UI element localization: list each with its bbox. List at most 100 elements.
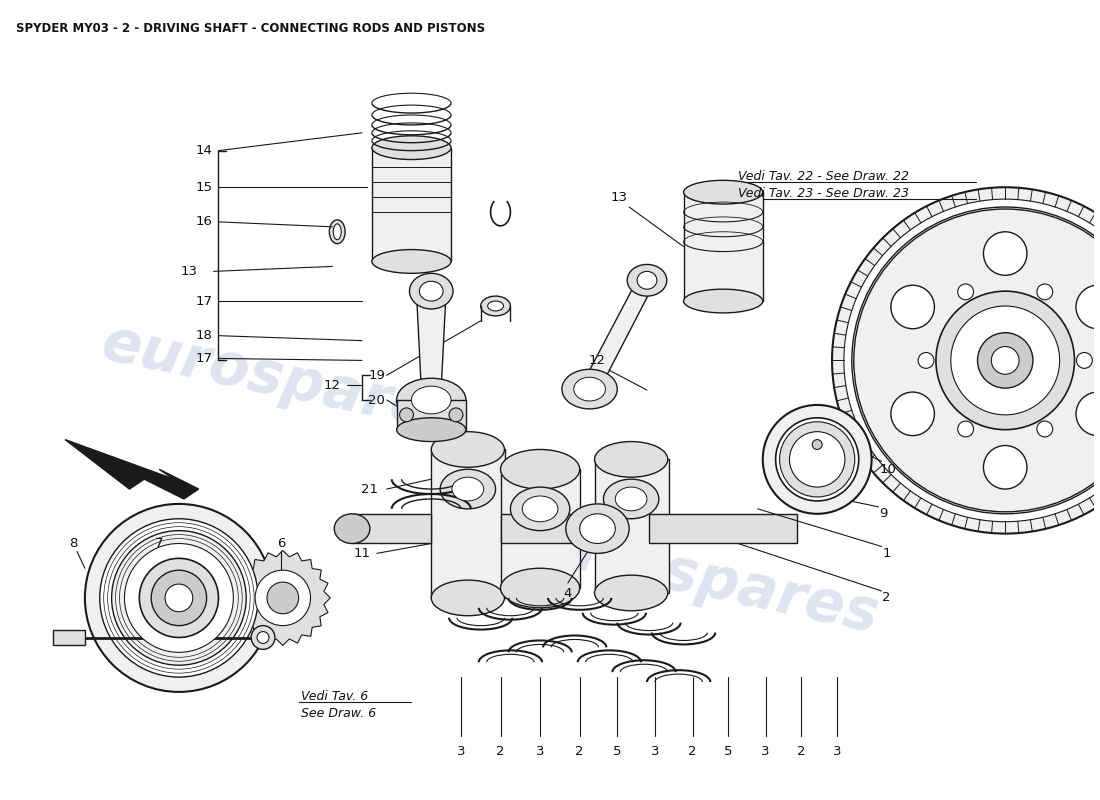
- Ellipse shape: [452, 477, 484, 501]
- Text: 3: 3: [536, 745, 544, 758]
- Text: 3: 3: [456, 745, 465, 758]
- Polygon shape: [431, 450, 506, 598]
- Text: 14: 14: [195, 144, 212, 157]
- Polygon shape: [397, 400, 466, 430]
- Circle shape: [918, 353, 934, 368]
- Text: eurospares: eurospares: [97, 314, 470, 446]
- Circle shape: [983, 232, 1027, 275]
- Circle shape: [124, 543, 233, 652]
- Text: 7: 7: [155, 537, 164, 550]
- Text: 2: 2: [689, 745, 696, 758]
- Ellipse shape: [562, 370, 617, 409]
- Ellipse shape: [594, 442, 668, 477]
- Circle shape: [983, 446, 1027, 489]
- Ellipse shape: [334, 514, 370, 543]
- Circle shape: [812, 439, 822, 450]
- Polygon shape: [372, 148, 451, 262]
- Ellipse shape: [683, 289, 762, 313]
- Ellipse shape: [397, 378, 466, 422]
- Text: 21: 21: [362, 482, 378, 495]
- Circle shape: [790, 432, 845, 487]
- Ellipse shape: [627, 265, 667, 296]
- Polygon shape: [65, 439, 199, 499]
- Circle shape: [958, 421, 974, 437]
- Circle shape: [991, 346, 1019, 374]
- Polygon shape: [417, 291, 447, 390]
- Text: 19: 19: [368, 369, 385, 382]
- Text: 13: 13: [610, 190, 628, 204]
- Polygon shape: [683, 192, 762, 301]
- Text: 17: 17: [195, 294, 212, 307]
- Text: 8: 8: [69, 537, 77, 550]
- Circle shape: [844, 199, 1100, 522]
- Circle shape: [851, 207, 1100, 514]
- Ellipse shape: [481, 296, 510, 316]
- Ellipse shape: [440, 470, 496, 509]
- Ellipse shape: [615, 487, 647, 511]
- Ellipse shape: [329, 220, 345, 244]
- Text: 9: 9: [879, 507, 888, 520]
- Ellipse shape: [565, 504, 629, 554]
- Ellipse shape: [411, 386, 451, 414]
- Circle shape: [780, 422, 855, 497]
- Ellipse shape: [372, 136, 451, 159]
- Circle shape: [1037, 421, 1053, 437]
- Polygon shape: [649, 514, 798, 543]
- Ellipse shape: [419, 282, 443, 301]
- Text: 3: 3: [650, 745, 659, 758]
- Ellipse shape: [510, 487, 570, 530]
- Circle shape: [958, 284, 974, 300]
- Ellipse shape: [637, 271, 657, 289]
- Ellipse shape: [500, 450, 580, 489]
- Circle shape: [776, 418, 859, 501]
- Polygon shape: [500, 514, 600, 543]
- Text: 17: 17: [195, 352, 212, 365]
- Text: Vedi Tav. 6: Vedi Tav. 6: [300, 690, 367, 703]
- Text: 2: 2: [575, 745, 584, 758]
- Text: 20: 20: [368, 394, 385, 406]
- Text: 6: 6: [276, 537, 285, 550]
- Circle shape: [100, 518, 258, 677]
- Text: Vedi Tav. 23 - See Draw. 23: Vedi Tav. 23 - See Draw. 23: [738, 187, 909, 200]
- Ellipse shape: [683, 180, 762, 204]
- Ellipse shape: [397, 418, 466, 442]
- Ellipse shape: [604, 479, 659, 518]
- Circle shape: [111, 530, 246, 666]
- Text: 12: 12: [323, 378, 341, 392]
- Polygon shape: [53, 630, 85, 646]
- Ellipse shape: [574, 378, 605, 401]
- Text: 3: 3: [833, 745, 842, 758]
- Ellipse shape: [580, 514, 615, 543]
- Circle shape: [854, 209, 1100, 512]
- Text: 3: 3: [761, 745, 770, 758]
- Circle shape: [950, 306, 1059, 415]
- Circle shape: [978, 333, 1033, 388]
- Text: 5: 5: [724, 745, 733, 758]
- Polygon shape: [500, 470, 580, 588]
- Text: See Draw. 6: See Draw. 6: [300, 706, 376, 720]
- Polygon shape: [594, 459, 669, 593]
- Text: 15: 15: [195, 181, 212, 194]
- Text: 2: 2: [496, 745, 505, 758]
- Text: 5: 5: [613, 745, 621, 758]
- Circle shape: [832, 187, 1100, 534]
- Text: 2: 2: [882, 591, 891, 605]
- Text: 12: 12: [588, 354, 606, 367]
- Circle shape: [165, 584, 192, 612]
- Ellipse shape: [522, 496, 558, 522]
- Circle shape: [936, 291, 1075, 430]
- Text: 2: 2: [798, 745, 805, 758]
- Circle shape: [1037, 284, 1053, 300]
- Circle shape: [251, 626, 275, 650]
- Text: eurospares: eurospares: [512, 512, 884, 644]
- Circle shape: [85, 504, 273, 692]
- Circle shape: [255, 570, 310, 626]
- Ellipse shape: [409, 274, 453, 309]
- Polygon shape: [352, 514, 431, 543]
- Text: 16: 16: [195, 215, 212, 228]
- Circle shape: [399, 408, 414, 422]
- Circle shape: [267, 582, 298, 614]
- Circle shape: [151, 570, 207, 626]
- Text: 10: 10: [880, 462, 896, 476]
- Ellipse shape: [594, 575, 668, 610]
